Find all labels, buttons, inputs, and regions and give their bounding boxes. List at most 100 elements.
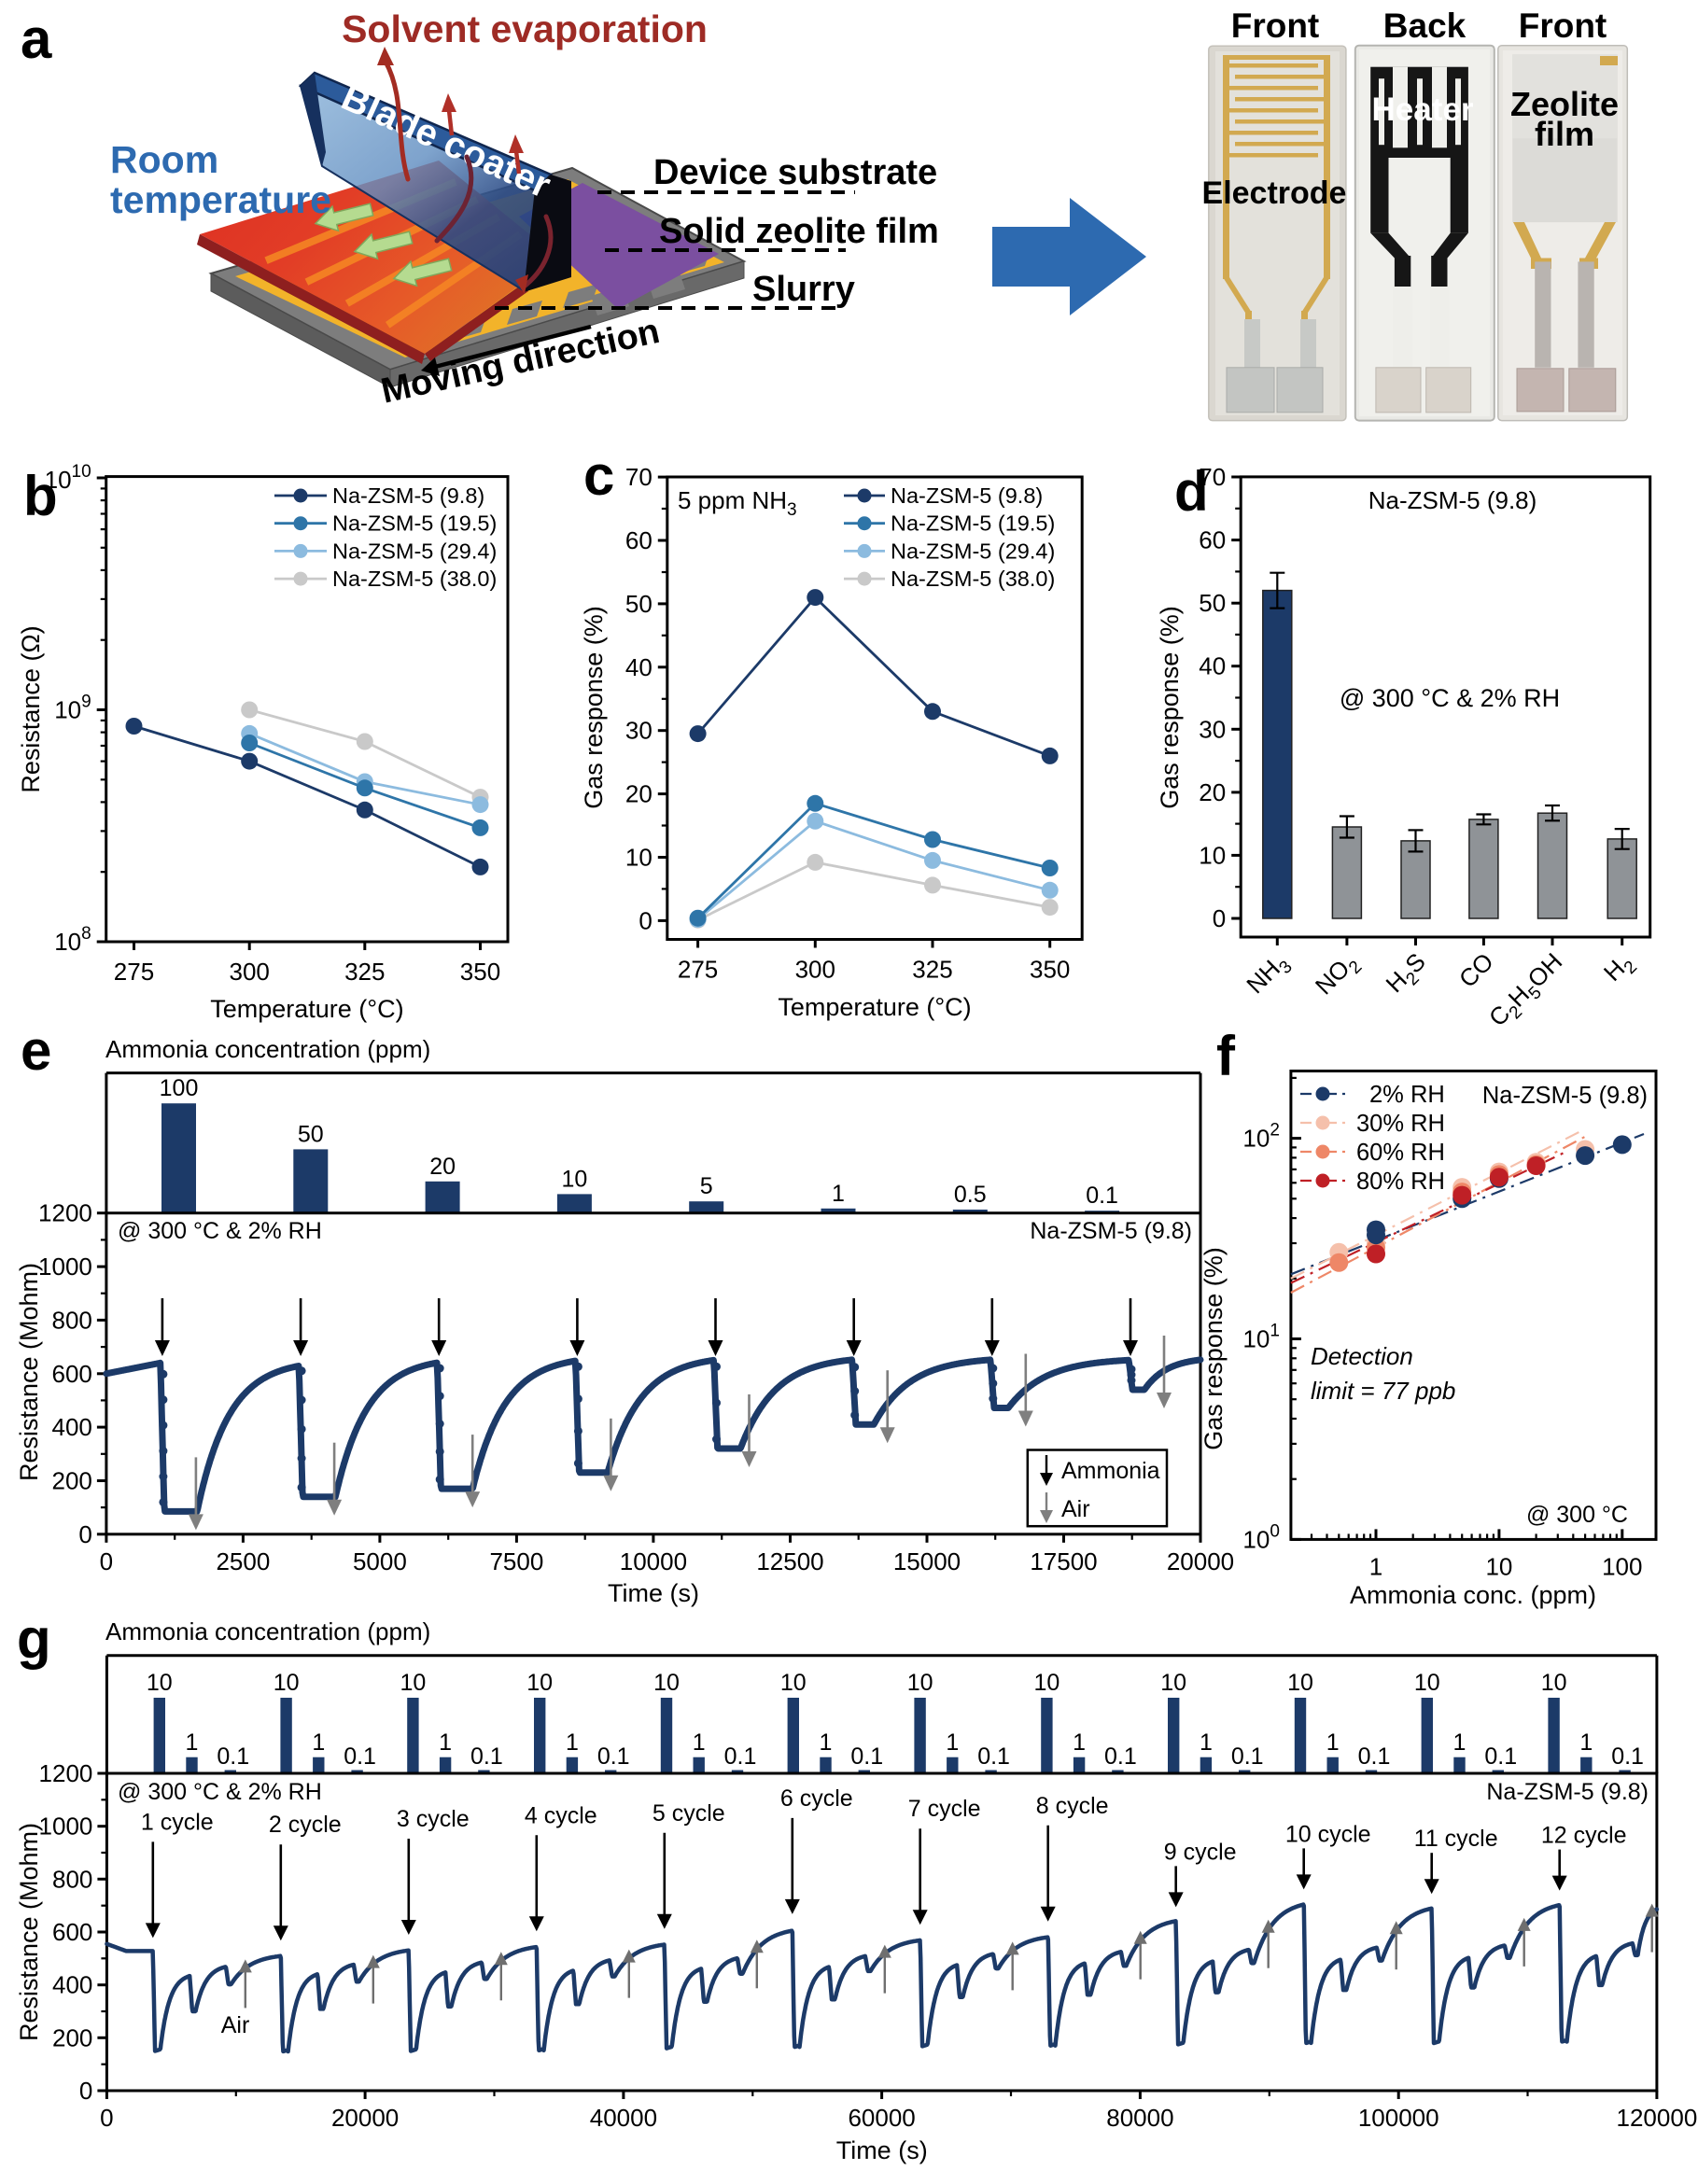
svg-text:Back: Back: [1383, 7, 1466, 45]
svg-text:5: 5: [700, 1173, 713, 1199]
svg-text:Na-ZSM-5 (29.4): Na-ZSM-5 (29.4): [891, 539, 1055, 563]
svg-text:f: f: [1216, 1025, 1236, 1087]
svg-text:temperature: temperature: [110, 178, 331, 221]
svg-text:10: 10: [1199, 841, 1226, 869]
svg-text:40000: 40000: [590, 2104, 657, 2132]
svg-text:0.1: 0.1: [344, 1743, 376, 1770]
svg-text:600: 600: [52, 1360, 92, 1388]
svg-text:Air: Air: [221, 2012, 250, 2038]
svg-text:Time (s): Time (s): [836, 2136, 928, 2164]
svg-text:0.1: 0.1: [850, 1743, 883, 1770]
svg-text:1: 1: [832, 1181, 845, 1207]
svg-text:200: 200: [52, 1467, 92, 1495]
svg-text:10: 10: [653, 1670, 680, 1696]
svg-text:@ 300 °C & 2% RH: @ 300 °C & 2% RH: [118, 1779, 322, 1805]
svg-text:10: 10: [526, 1670, 553, 1696]
svg-text:Front: Front: [1519, 7, 1607, 45]
svg-text:0.5: 0.5: [954, 1182, 987, 1208]
svg-text:1 cycle: 1 cycle: [141, 1809, 214, 1835]
svg-text:9 cycle: 9 cycle: [1164, 1839, 1237, 1865]
svg-text:10: 10: [400, 1670, 426, 1696]
svg-text:Ammonia conc. (ppm): Ammonia conc. (ppm): [1350, 1581, 1596, 1609]
svg-text:Ammonia concentration (ppm): Ammonia concentration (ppm): [105, 1035, 430, 1063]
svg-text:2% RH: 2% RH: [1369, 1082, 1445, 1108]
svg-text:350: 350: [1030, 956, 1070, 984]
svg-text:2500: 2500: [216, 1547, 270, 1575]
svg-text:20: 20: [625, 780, 653, 808]
svg-text:1200: 1200: [39, 1759, 93, 1787]
svg-text:Gas response (%): Gas response (%): [1156, 606, 1184, 809]
svg-text:Temperature (°C): Temperature (°C): [778, 993, 971, 1021]
svg-text:6 cycle: 6 cycle: [780, 1785, 853, 1812]
svg-text:Resistance (Ω): Resistance (Ω): [17, 625, 45, 792]
svg-text:1000: 1000: [39, 1813, 93, 1841]
svg-text:20000: 20000: [331, 2104, 399, 2132]
svg-text:0: 0: [1213, 904, 1226, 932]
svg-text:0.1: 0.1: [1484, 1743, 1517, 1770]
svg-text:1: 1: [1579, 1729, 1593, 1756]
svg-text:60: 60: [1199, 526, 1226, 554]
svg-text:b: b: [23, 465, 58, 527]
svg-text:7500: 7500: [489, 1547, 543, 1575]
svg-text:Detection: Detection: [1311, 1342, 1413, 1370]
svg-text:10: 10: [780, 1670, 807, 1696]
svg-text:C2​H5​OH: C2​H5​OH: [1483, 947, 1572, 1036]
svg-text:Na-ZSM-5 (19.5): Na-ZSM-5 (19.5): [891, 511, 1055, 536]
svg-text:70: 70: [1199, 463, 1226, 491]
svg-text:15000: 15000: [893, 1547, 961, 1575]
svg-text:10: 10: [1160, 1670, 1186, 1696]
svg-text:60% RH: 60% RH: [1356, 1140, 1445, 1166]
svg-text:g: g: [17, 1607, 51, 1670]
svg-text:17500: 17500: [1030, 1547, 1097, 1575]
svg-text:Na-ZSM-5 (9.8): Na-ZSM-5 (9.8): [1482, 1083, 1648, 1109]
svg-text:12500: 12500: [756, 1547, 823, 1575]
svg-text:@ 300 °C & 2% RH: @ 300 °C & 2% RH: [1340, 684, 1560, 712]
svg-text:200: 200: [52, 2023, 92, 2051]
svg-text:4 cycle: 4 cycle: [525, 1802, 597, 1828]
svg-text:0: 0: [79, 2077, 92, 2105]
svg-text:0.1: 0.1: [977, 1743, 1010, 1770]
svg-text:10: 10: [274, 1670, 300, 1696]
svg-text:0.1: 0.1: [1086, 1183, 1118, 1209]
svg-text:a: a: [21, 7, 52, 70]
svg-text:275: 275: [114, 958, 154, 986]
svg-text:5 cycle: 5 cycle: [653, 1800, 725, 1827]
svg-text:Electrode: Electrode: [1202, 175, 1347, 211]
svg-text:1: 1: [566, 1729, 579, 1756]
svg-text:300: 300: [795, 956, 835, 984]
svg-text:Ammonia: Ammonia: [1061, 1458, 1160, 1484]
svg-text:Resistance (Mohm): Resistance (Mohm): [15, 1823, 43, 2041]
svg-text:Air: Air: [1061, 1496, 1090, 1522]
svg-text:Room: Room: [110, 138, 218, 181]
svg-text:Solid zeolite film: Solid zeolite film: [659, 212, 939, 251]
svg-text:325: 325: [344, 958, 385, 986]
svg-text:20000: 20000: [1167, 1547, 1234, 1575]
svg-text:e: e: [21, 1019, 51, 1082]
svg-text:20: 20: [429, 1154, 456, 1180]
svg-text:1: 1: [946, 1729, 959, 1756]
svg-text:0: 0: [100, 2104, 113, 2132]
svg-text:1: 1: [1073, 1729, 1086, 1756]
svg-text:1: 1: [1453, 1729, 1466, 1756]
svg-text:Na-ZSM-5 (9.8): Na-ZSM-5 (9.8): [1030, 1218, 1192, 1244]
svg-text:10: 10: [1541, 1670, 1567, 1696]
svg-text:2 cycle: 2 cycle: [269, 1812, 342, 1838]
svg-text:50: 50: [298, 1121, 324, 1147]
svg-text:11 cycle: 11 cycle: [1414, 1826, 1498, 1852]
svg-text:1: 1: [186, 1729, 199, 1756]
svg-text:1200: 1200: [38, 1199, 92, 1227]
svg-text:10: 10: [1033, 1670, 1059, 1696]
svg-text:0.1: 0.1: [1104, 1743, 1137, 1770]
svg-text:10: 10: [1287, 1670, 1313, 1696]
svg-text:Slurry: Slurry: [752, 270, 855, 309]
svg-text:Na-ZSM-5 (9.8): Na-ZSM-5 (9.8): [1368, 486, 1537, 514]
svg-text:1: 1: [693, 1729, 706, 1756]
svg-text:Na-ZSM-5 (9.8): Na-ZSM-5 (9.8): [891, 483, 1043, 508]
svg-text:5000: 5000: [353, 1547, 407, 1575]
svg-text:0.1: 0.1: [1358, 1743, 1391, 1770]
svg-text:0.1: 0.1: [724, 1743, 757, 1770]
svg-text:80000: 80000: [1106, 2104, 1173, 2132]
svg-text:12 cycle: 12 cycle: [1541, 1823, 1627, 1849]
svg-text:10: 10: [1414, 1670, 1440, 1696]
svg-text:0: 0: [639, 906, 652, 934]
